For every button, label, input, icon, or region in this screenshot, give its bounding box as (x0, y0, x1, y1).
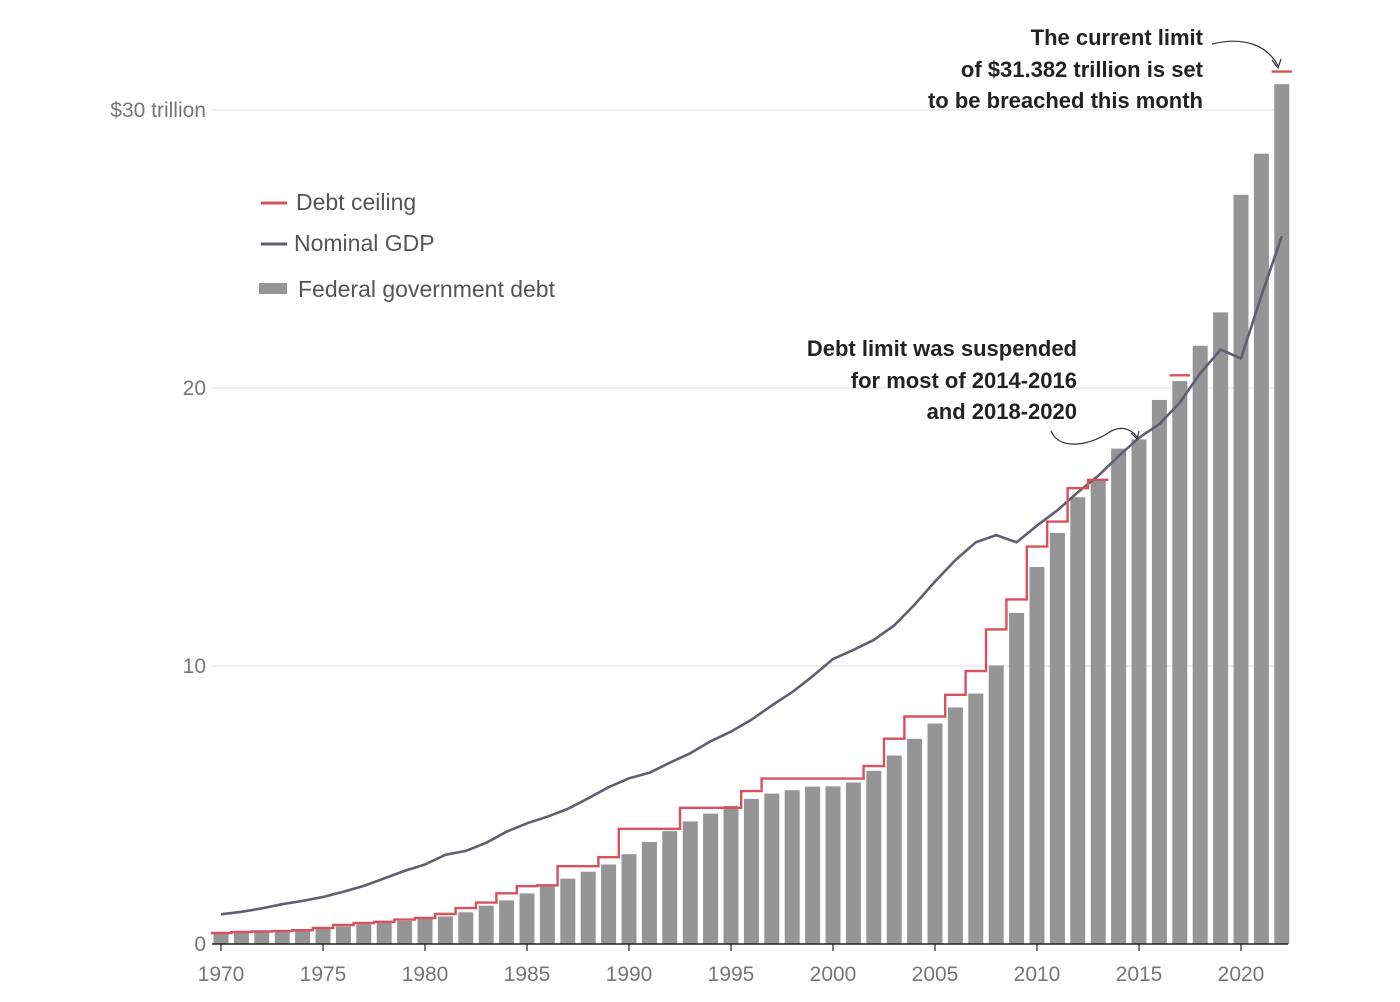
gridlines (212, 109, 1288, 667)
bar-2007 (968, 693, 984, 944)
x-tick-label-2020: 2020 (1218, 963, 1265, 986)
annotation-current-line-2: of $31.382 trillion is set (961, 57, 1204, 82)
bar-2002 (866, 770, 882, 944)
debt-bars (213, 84, 1290, 945)
y-tick-label-0: 0 (194, 933, 206, 956)
bar-2017 (1172, 381, 1188, 944)
legend-debt-swatch (259, 283, 287, 294)
bar-1985 (519, 893, 535, 944)
bar-1994 (703, 813, 719, 944)
annotation-suspended-line-2: for most of 2014-2016 (851, 368, 1077, 393)
bar-2016 (1151, 399, 1167, 945)
bar-1987 (560, 878, 576, 944)
axes: 0 10 20 $30 trillion 1970 1975 1980 1985 1990 199… (110, 99, 1288, 986)
bar-1998 (784, 790, 800, 944)
annotation-current-line-3: to be breached this month (928, 88, 1203, 113)
bar-1979 (397, 920, 413, 944)
bar-2020 (1233, 194, 1249, 945)
x-tick-label-1975: 1975 (300, 963, 347, 986)
bar-1970 (213, 933, 229, 944)
bar-1977 (356, 924, 372, 944)
bar-1978 (376, 922, 392, 944)
bar-1973 (274, 930, 290, 944)
x-tick-label-1990: 1990 (606, 963, 653, 986)
bar-1996 (743, 798, 759, 944)
bar-1981 (437, 916, 453, 944)
annotation-current-arrow (1211, 40, 1279, 67)
bar-2022 (1274, 84, 1290, 944)
bar-1971 (233, 932, 249, 944)
y-tick-label-20: 20 (183, 377, 206, 400)
bar-2010 (1029, 567, 1045, 944)
legend-gdp-label: Nominal GDP (294, 230, 435, 256)
legend-ceiling-label: Debt ceiling (296, 189, 416, 215)
annotation-current-line-1: The current limit (1031, 25, 1204, 50)
bar-2018 (1192, 345, 1208, 944)
bar-2009 (1009, 612, 1025, 944)
bar-1988 (580, 871, 596, 944)
bar-2019 (1213, 312, 1229, 944)
bar-2012 (1070, 497, 1086, 944)
x-tick-label-1970: 1970 (198, 963, 245, 986)
bar-1984 (499, 900, 515, 944)
series-lines (210, 70, 1292, 935)
bar-2014 (1111, 448, 1127, 944)
bar-2001 (845, 782, 861, 944)
bar-2005 (927, 723, 943, 944)
bar-2000 (825, 786, 841, 944)
x-tick-label-2015: 2015 (1116, 963, 1163, 986)
bar-2013 (1090, 478, 1106, 944)
x-tick-label-2000: 2000 (810, 963, 857, 986)
bar-1992 (662, 831, 678, 944)
x-tick-label-2010: 2010 (1014, 963, 1061, 986)
annotation-suspended-arrow (1050, 427, 1138, 445)
annotation-suspended-line-3: and 2018-2020 (927, 399, 1077, 424)
bar-1972 (254, 931, 270, 944)
x-tick-label-2005: 2005 (912, 963, 959, 986)
bar-2003 (886, 755, 902, 944)
bar-1989 (601, 864, 617, 944)
bar-2004 (907, 738, 923, 944)
annotation-current-limit: The current limit of $31.382 trillion is… (928, 25, 1282, 113)
bar-2021 (1253, 153, 1269, 944)
annotation-current-arrowhead (1271, 58, 1282, 70)
bar-1995 (723, 805, 739, 944)
bar-2011 (1049, 532, 1065, 944)
bar-1983 (478, 905, 494, 944)
bar-1999 (805, 786, 821, 944)
x-tick-label-1985: 1985 (504, 963, 551, 986)
bar-2008 (988, 665, 1004, 944)
legend-debt-label: Federal government debt (298, 276, 556, 302)
annotation-suspended: Debt limit was suspended for most of 201… (807, 336, 1140, 445)
bar-1993 (682, 821, 698, 944)
x-tick-label-1995: 1995 (708, 963, 755, 986)
bar-1976 (335, 926, 351, 944)
bar-1991 (641, 841, 657, 944)
annotation-suspended-line-1: Debt limit was suspended (807, 336, 1077, 361)
y-tick-label-30: $30 trillion (110, 99, 206, 122)
y-tick-label-10: 10 (183, 655, 206, 678)
bar-1990 (621, 854, 637, 944)
legend: Debt ceiling Nominal GDP Federal governm… (259, 189, 556, 302)
bar-2006 (947, 707, 963, 944)
x-tick-label-1980: 1980 (402, 963, 449, 986)
bar-1980 (417, 918, 433, 944)
bar-1974 (295, 930, 311, 944)
bar-1986 (539, 884, 555, 944)
bar-2015 (1131, 439, 1147, 944)
bar-1982 (458, 912, 474, 944)
debt-ceiling-step-0 (210, 478, 1109, 935)
bar-1997 (764, 793, 780, 944)
gdp-line (220, 235, 1284, 916)
annotation-suspended-arrowhead (1130, 430, 1140, 441)
bar-1975 (315, 928, 331, 944)
